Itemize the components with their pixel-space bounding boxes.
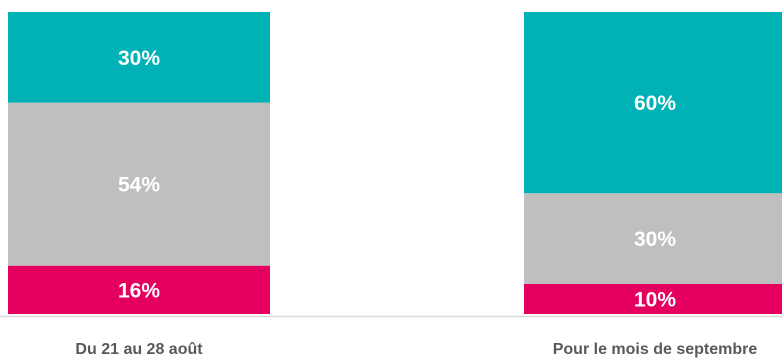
bar-segment-1-0	[524, 283, 782, 314]
data-label-0-0: 16%	[118, 279, 160, 302]
data-label-0-1: 54%	[118, 174, 160, 197]
segment-labels-group: 16% 54% 30% 10% 30% 60%	[118, 47, 676, 312]
category-label-1: Pour le mois de septembre	[553, 341, 758, 358]
bar-segment-1-1	[524, 193, 782, 284]
category-label-0: Du 21 au 28 août	[75, 341, 203, 358]
bars-group	[8, 12, 782, 314]
data-label-1-1: 30%	[634, 228, 676, 251]
bar-segment-0-0	[8, 265, 270, 314]
data-label-0-2: 30%	[118, 47, 160, 70]
bar-segment-1-2	[524, 12, 782, 194]
data-label-1-2: 60%	[634, 92, 676, 115]
bar-segment-0-2	[8, 12, 270, 103]
data-label-1-0: 10%	[634, 288, 676, 311]
category-labels-group: Du 21 au 28 août Pour le mois de septembr…	[75, 341, 757, 358]
bar-segment-0-1	[8, 102, 270, 266]
